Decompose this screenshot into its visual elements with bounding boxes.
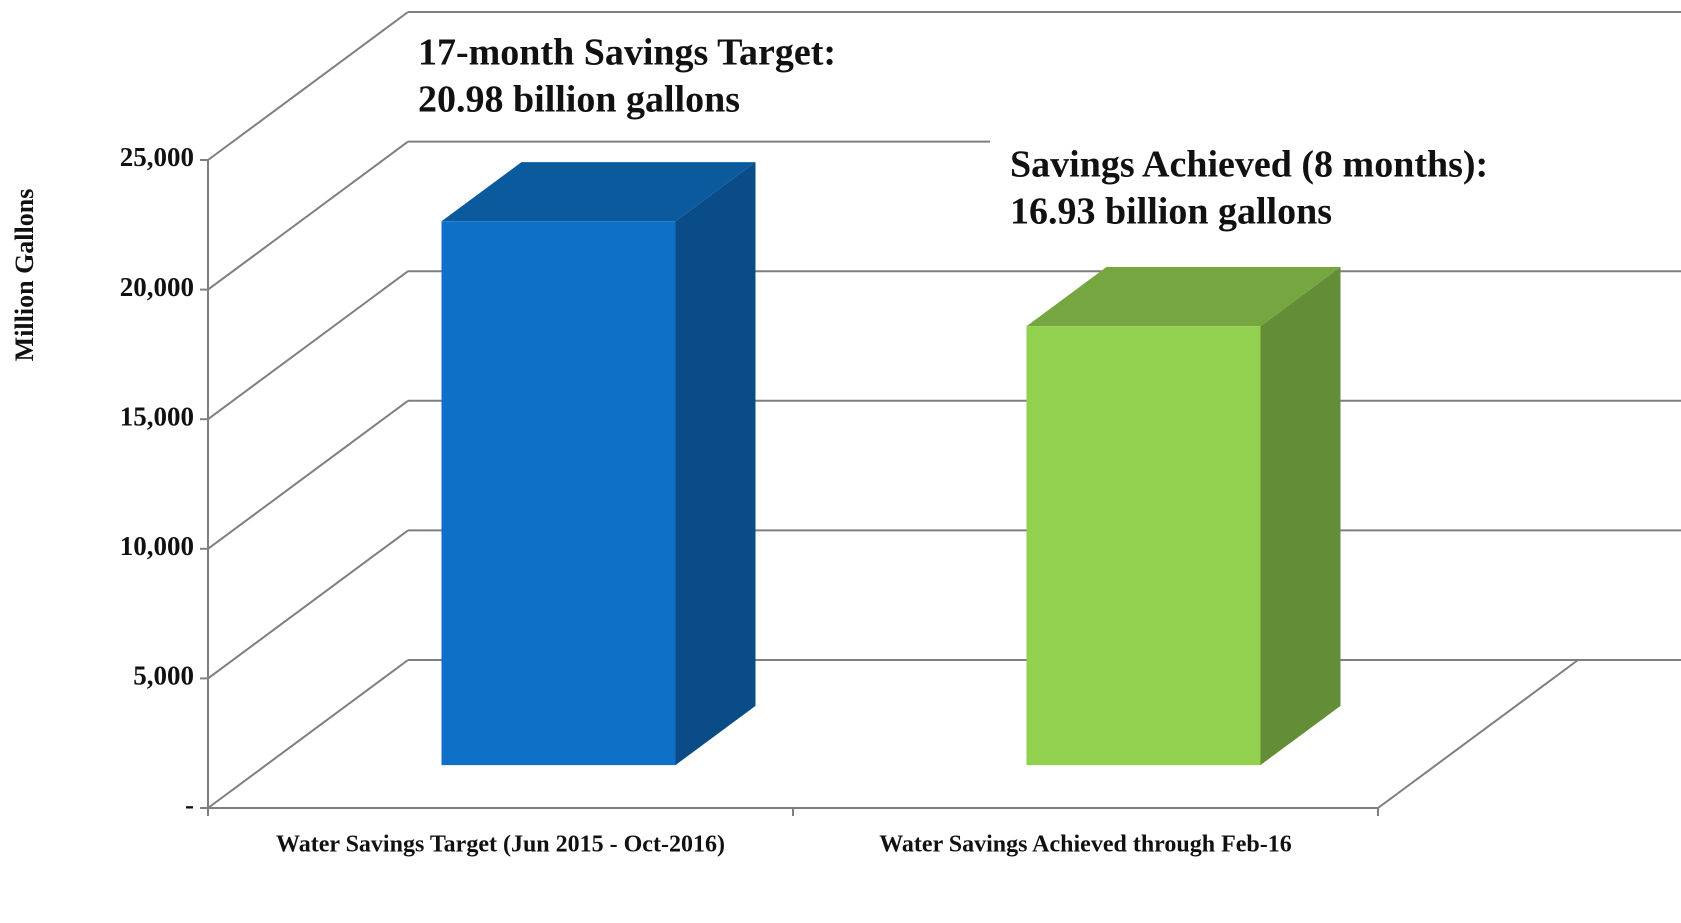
bar-top (441, 162, 756, 222)
side-grid-line (207, 270, 409, 421)
annotation: 16.93 billion gallons (1010, 191, 1332, 233)
floor-edge (1377, 659, 1579, 809)
side-grid-line (207, 11, 409, 161)
y-tick-label: 5,000 (133, 661, 194, 691)
y-tick-label: 10,000 (120, 531, 194, 561)
x-tick-label: Water Savings Achieved through Feb-16 (879, 832, 1291, 858)
y-tick-label: 15,000 (120, 401, 194, 431)
y-tick-label: 20,000 (120, 272, 194, 302)
annotation-bg (990, 138, 1681, 218)
x-tick-label: Water Savings Target (Jun 2015 - Oct-201… (276, 832, 725, 858)
bar (1026, 326, 1261, 766)
bar-side (675, 162, 756, 766)
y-tick-label: - (185, 790, 194, 820)
annotation: Savings Achieved (8 months): (1010, 144, 1488, 186)
bar-top (1026, 267, 1341, 327)
bar (441, 221, 676, 766)
y-tick-label: 25,000 (120, 142, 194, 172)
bar-side (1260, 267, 1341, 766)
side-grid-line (207, 529, 409, 680)
side-grid-line (207, 140, 409, 291)
annotation: 17-month Savings Target: (418, 32, 836, 74)
annotation: 20.98 billion gallons (418, 79, 740, 121)
y-axis-title: Million Gallons (10, 189, 39, 362)
side-grid-line (207, 399, 409, 550)
side-grid-line (207, 659, 409, 809)
